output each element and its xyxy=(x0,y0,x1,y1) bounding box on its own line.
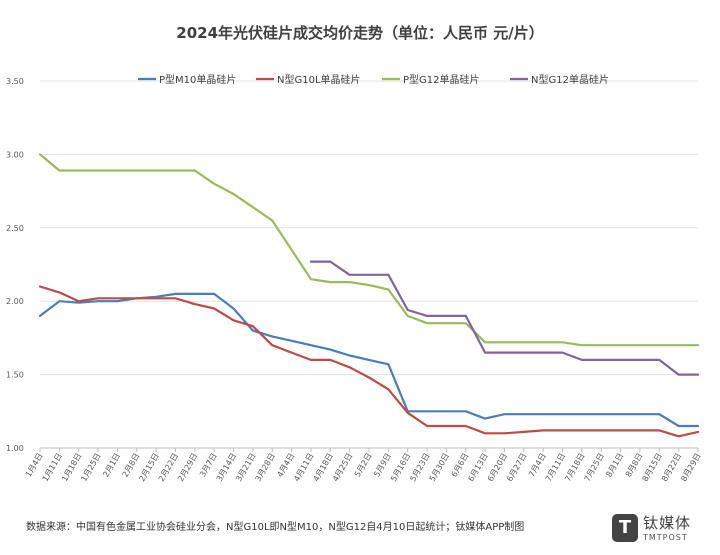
tmtpost-logo-icon: T xyxy=(612,514,638,542)
y-tick-label: 2.50 xyxy=(6,224,24,233)
x-tick-label: 8月8日 xyxy=(624,452,645,479)
x-tick-label: 4月4日 xyxy=(275,452,296,479)
x-tick-label: 3月7日 xyxy=(198,452,219,479)
series-line-4 xyxy=(309,260,700,376)
y-tick-label: 2.00 xyxy=(6,297,24,306)
x-tick-label: 6月6日 xyxy=(450,452,471,479)
x-tick-label: 2月1日 xyxy=(101,452,122,479)
y-tick-label: 1.50 xyxy=(6,371,24,380)
x-tick-label: 1月4日 xyxy=(24,452,45,479)
x-tick-label: 7月4日 xyxy=(527,452,548,479)
grid-layer xyxy=(40,80,698,449)
legend-label-3: P型G12单晶硅片 xyxy=(403,73,480,86)
series-line-3 xyxy=(38,153,700,347)
series-line-2 xyxy=(38,285,700,438)
y-tick-label: 3.50 xyxy=(6,77,24,86)
legend-label-1: P型M10单晶硅片 xyxy=(159,73,236,86)
brand-watermark: T 钛媒体 TMTPOST xyxy=(612,512,712,546)
legend-label-2: N型G10L单晶硅片 xyxy=(277,73,361,86)
legend-label-4: N型G12单晶硅片 xyxy=(531,73,609,86)
series-layer xyxy=(38,153,700,438)
x-tick-label: 5月9日 xyxy=(372,452,393,479)
brand-name-cn: 钛媒体 xyxy=(643,514,692,532)
axis-layer: 1.001.502.002.503.003.501月4日1月11日1月18日1月… xyxy=(6,77,703,483)
chart-footnote: 数据来源：中国有色金属工业协会硅业分会，N型G10L即N型M10，N型G12自4… xyxy=(26,522,525,533)
x-tick-label: 8月1日 xyxy=(604,452,625,479)
y-tick-label: 1.00 xyxy=(6,444,24,453)
x-tick-label: 5月2日 xyxy=(353,452,374,479)
x-tick-label: 2月8日 xyxy=(121,452,142,479)
legend-layer: P型M10单晶硅片 N型G10L单晶硅片 P型G12单晶硅片 N型G12单晶硅片 xyxy=(138,73,609,86)
y-tick-label: 3.00 xyxy=(6,150,24,159)
brand-name-en: TMTPOST xyxy=(643,533,688,542)
chart-title: 2024年光伏硅片成交均价走势（单位：人民币 元/片） xyxy=(176,24,544,42)
